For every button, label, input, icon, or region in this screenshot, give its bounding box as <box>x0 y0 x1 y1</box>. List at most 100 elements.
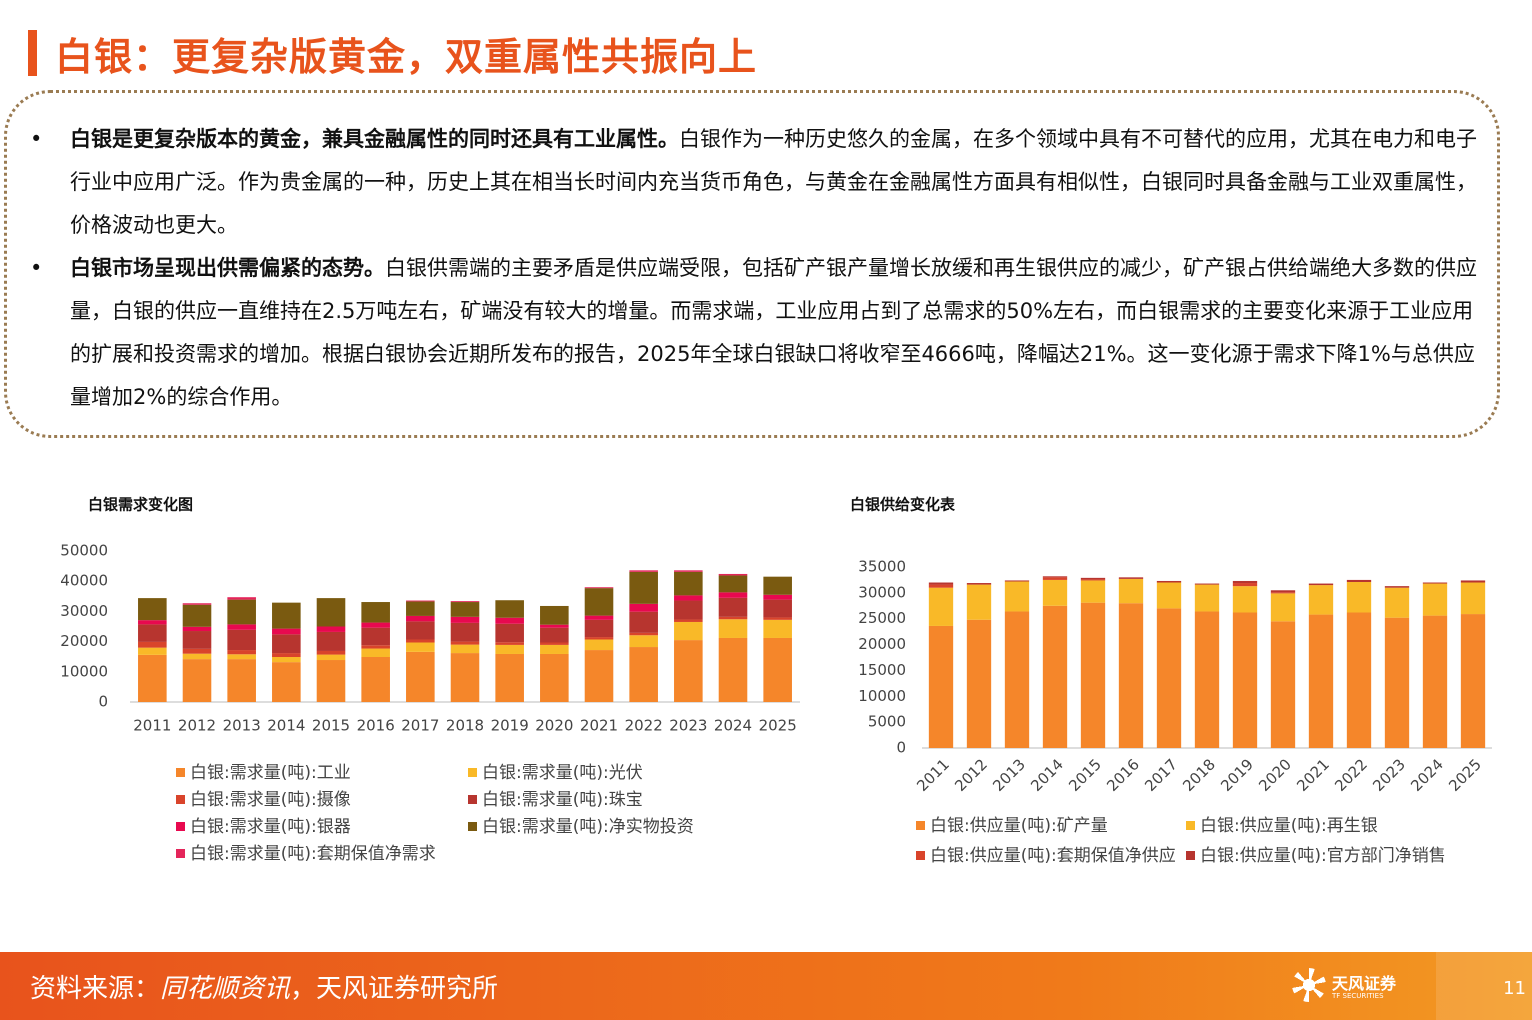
legend-label: 白银:需求量(吨):珠宝 <box>482 790 643 810</box>
bar-segment <box>450 641 480 645</box>
legend-label: 白银:需求量(吨):工业 <box>190 763 351 783</box>
bar-segment <box>495 600 524 618</box>
bar-segment <box>1118 603 1144 748</box>
y-tick-label: 0 <box>98 693 108 711</box>
bar-segment <box>450 653 480 702</box>
bar-segment <box>361 602 390 623</box>
legend-label: 白银:需求量(吨):摄像 <box>190 790 351 810</box>
bar-segment <box>584 637 614 640</box>
bar-segment <box>763 619 792 638</box>
bar-segment <box>584 588 614 616</box>
bullet-text: 白银作为一种历史悠久的金属，在多个领域中具有不可替代的应用，尤其在电力和电子行业… <box>70 127 1477 237</box>
bar-segment <box>138 647 167 655</box>
chart-title: 白银供给变化表 <box>850 496 956 514</box>
bar-segment <box>584 587 614 589</box>
x-tick-label: 2014 <box>267 717 305 735</box>
legend-swatch <box>468 768 477 777</box>
bar-segment <box>763 637 792 702</box>
legend-swatch <box>1186 851 1195 860</box>
bar-segment <box>629 570 658 572</box>
x-tick-label: 2021 <box>580 717 618 735</box>
bar-segment <box>1042 579 1068 606</box>
bar-segment <box>629 571 658 604</box>
bar-segment <box>316 654 346 661</box>
bar-segment <box>1156 580 1182 583</box>
y-tick-label: 5000 <box>868 713 906 731</box>
legend-swatch <box>916 821 925 830</box>
y-tick-label: 20000 <box>858 635 906 653</box>
bar-segment <box>1422 582 1448 584</box>
bar-segment <box>1270 590 1296 593</box>
bar-segment <box>674 600 703 620</box>
x-tick-label: 2018 <box>446 717 484 735</box>
bar-segment <box>1004 580 1030 582</box>
bar-segment <box>584 650 614 702</box>
bar-segment <box>966 619 992 748</box>
legend-label: 白银:需求量(吨):套期保值净需求 <box>190 844 436 864</box>
bar-segment <box>272 653 301 658</box>
bar-segment <box>1080 579 1106 581</box>
bar-segment <box>718 637 748 702</box>
bar-segment <box>361 622 390 628</box>
bar-segment <box>1384 587 1410 618</box>
bar-segment <box>584 639 614 651</box>
bar-segment <box>227 629 256 651</box>
bar-segment <box>272 628 301 635</box>
bullet-lead: 白银市场呈现出供需偏紧的态势。 <box>70 256 385 280</box>
bar-segment <box>182 604 212 627</box>
bar-segment <box>1194 584 1220 612</box>
bar-segment <box>361 657 390 702</box>
bar-segment <box>406 642 435 652</box>
bullet: 白银是更复杂版本的黄金，兼具金融属性的同时还具有工业属性。白银作为一种历史悠久的… <box>30 118 1480 247</box>
bar-segment <box>718 597 748 617</box>
bar-segment <box>540 624 569 628</box>
bar-segment <box>138 654 167 702</box>
bar-segment <box>928 587 954 626</box>
x-tick-label: 2017 <box>401 717 439 735</box>
bar-segment <box>763 594 792 600</box>
bar-segment <box>450 644 480 654</box>
bar-segment <box>1004 611 1030 748</box>
x-tick-label: 2013 <box>223 717 261 735</box>
x-tick-label: 2013 <box>989 755 1029 795</box>
bar-segment <box>1270 621 1296 748</box>
logo-en: TF SECURITIES <box>1332 992 1384 1000</box>
bar-segment <box>182 653 212 660</box>
legend-label: 白银:供应量(吨):套期保值净供应 <box>930 846 1176 866</box>
bar-segment <box>1156 608 1182 748</box>
bar-segment <box>450 622 480 642</box>
bar-segment <box>1042 577 1068 580</box>
bar-segment <box>1156 582 1182 609</box>
bar-segment <box>718 616 748 620</box>
bar-segment <box>138 641 167 648</box>
bar-segment <box>540 605 569 625</box>
bar-segment <box>450 601 480 603</box>
bar-segment <box>1080 602 1106 748</box>
bar-segment <box>584 615 614 620</box>
bar-segment <box>182 648 212 654</box>
bar-segment <box>1308 585 1334 615</box>
bar-segment <box>674 595 703 601</box>
bar-segment <box>629 603 658 612</box>
bar-segment <box>674 571 703 596</box>
bar-segment <box>450 602 480 617</box>
x-tick-label: 2016 <box>1103 755 1143 795</box>
bar-segment <box>674 621 703 641</box>
bar-segment <box>182 631 212 649</box>
bar-segment <box>495 623 524 643</box>
bar-segment <box>1194 611 1220 748</box>
x-tick-label: 2012 <box>178 717 216 735</box>
x-tick-label: 2016 <box>357 717 395 735</box>
bar-segment <box>406 651 435 702</box>
bar-segment <box>182 626 212 632</box>
bar-segment <box>629 647 658 702</box>
bar-segment <box>1004 581 1030 612</box>
bar-segment <box>629 632 658 636</box>
page-number: 11 <box>1503 978 1526 999</box>
logo-icon <box>1292 968 1326 1002</box>
bar-segment <box>495 617 524 624</box>
bar-segment <box>1232 586 1258 613</box>
source-prefix: 资料来源： <box>30 974 161 1004</box>
